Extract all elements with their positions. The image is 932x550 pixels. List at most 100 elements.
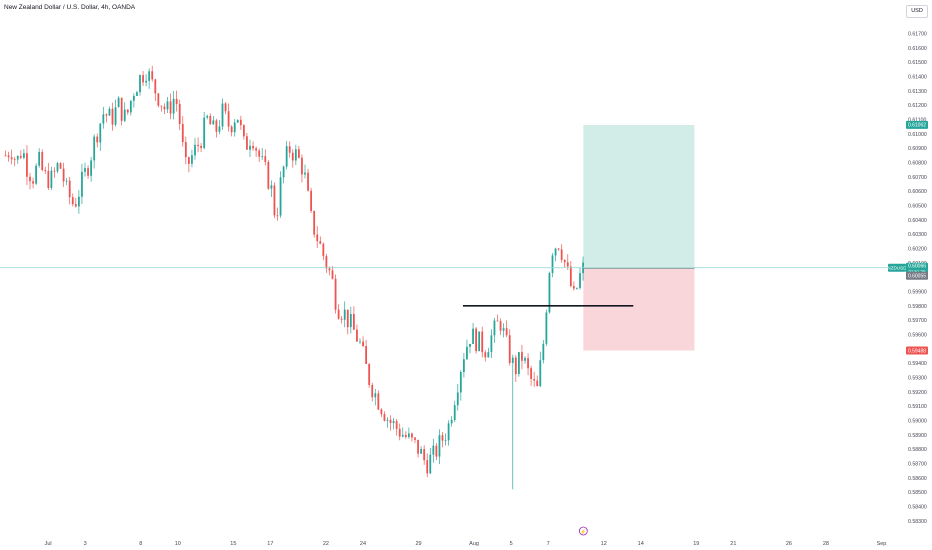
target-price-label: 0.61062 [908,123,926,129]
candle-body [53,170,56,172]
candle-body [499,321,502,331]
candle-body [7,155,10,158]
candle-body [218,126,221,132]
candle-body [380,409,383,415]
candle-body [38,152,41,166]
candle-body [291,152,294,161]
candle-body [62,168,65,182]
candle-body [68,180,71,198]
x-tick-label: 22 [323,541,329,547]
candle-body [521,352,523,361]
candle-body [120,97,123,121]
y-tick-label: 0.60800 [908,160,927,166]
candle-body [10,157,13,160]
y-tick-label: 0.61500 [908,60,927,66]
candle-body [346,309,349,328]
candle-body [435,445,438,457]
countdown-label: 01:51:25 [908,269,926,274]
x-tick-label: 24 [360,541,366,547]
symbol-label: NZDUSD [887,265,907,270]
candle-body [508,335,511,363]
candle-body [172,98,175,114]
candle-body [490,335,493,353]
candle-body [279,177,282,216]
candle-body [74,204,77,207]
candle-body [142,75,144,83]
candle-body [26,153,28,177]
candle-body [282,166,285,178]
candle-body [13,159,16,161]
candle-body [362,341,364,347]
candle-body [328,268,331,271]
candle-body [560,249,563,260]
candle-body [29,176,31,182]
candle-body [383,414,386,421]
candle-body [420,449,423,454]
candle-body [472,328,474,344]
candle-body [453,405,456,421]
x-tick-label: 21 [730,541,736,547]
candle-body [487,352,490,358]
candle-body [102,114,105,124]
candle-body [530,368,533,379]
x-tick-label: 8 [139,541,142,547]
candle-body [90,160,93,176]
candle-body [81,171,83,197]
y-tick-label: 0.59300 [908,375,927,381]
candle-body [246,136,248,150]
candle-body [545,312,548,344]
y-tick-label: 0.59400 [908,361,927,367]
candle-body [325,256,328,269]
candle-body [41,152,44,170]
candle-body [16,155,19,160]
x-tick-label: 5 [510,541,513,547]
candle-body [294,149,297,161]
candle-body [404,434,407,437]
candle-body [160,105,163,107]
candle-body [99,123,102,143]
candle-body [481,331,484,353]
currency-button[interactable]: USD [906,5,928,18]
candle-body [126,109,129,113]
candle-body [554,248,557,256]
candle-body [374,393,377,398]
candle-body [417,439,419,454]
last-price-box [906,262,928,275]
candle-body [524,358,526,361]
y-tick-label: 0.58900 [908,433,927,439]
candle-body [459,372,462,393]
candle-body [175,98,178,104]
candle-body [50,170,53,188]
candle-body [356,329,358,342]
candle-body [145,80,148,83]
candle-body [316,234,319,242]
candle-body [178,103,181,125]
candle-body [84,168,86,172]
candle-body [203,117,206,149]
y-tick-label: 0.61100 [908,117,926,123]
candle-body [304,172,306,175]
y-tick-label: 0.60600 [908,189,927,195]
y-tick-label: 0.60700 [908,175,927,181]
candle-body [270,185,273,189]
candle-body [432,445,435,455]
candle-body [96,136,99,143]
candle-body [466,346,468,360]
candle-body [496,320,499,322]
candle-body [511,357,514,363]
x-tick-label: 14 [638,541,644,547]
candle-body [386,419,389,421]
x-tick-label: 12 [601,541,607,547]
candle-body [371,385,374,398]
x-tick-label: Jul [45,541,52,547]
y-tick-label: 0.59100 [908,404,927,410]
candle-body [395,421,398,429]
stop-zone [583,268,695,351]
candle-body [129,100,132,113]
candle-body [551,255,554,274]
x-tick-label: 17 [267,541,273,547]
candle-body [93,136,96,161]
candle-body [227,111,230,127]
candle-body [517,352,520,375]
